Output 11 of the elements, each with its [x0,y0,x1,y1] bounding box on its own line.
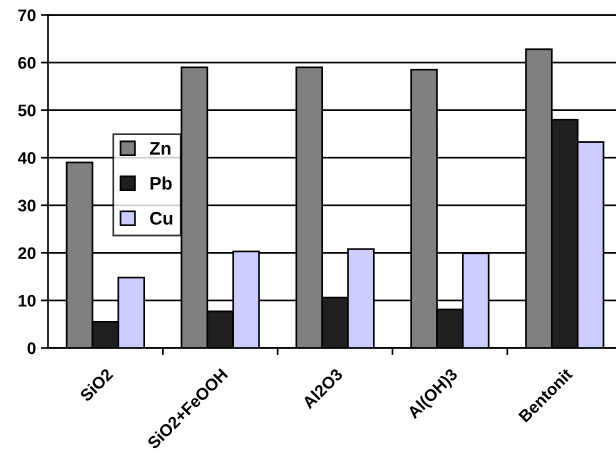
y-tick-label: 0 [28,342,36,354]
legend-label: Cu [150,212,172,225]
y-tick-label: 70 [18,9,36,22]
y-tick-label: 60 [18,56,36,69]
y-tick-label: 50 [18,104,36,116]
legend-label: Pb [150,176,172,190]
y-tick-label: 30 [18,200,36,212]
legend-label: Zn [150,142,170,155]
y-tick-label: 40 [18,152,36,164]
y-tick-label: 20 [18,247,36,260]
y-tick-label: 10 [18,294,36,307]
